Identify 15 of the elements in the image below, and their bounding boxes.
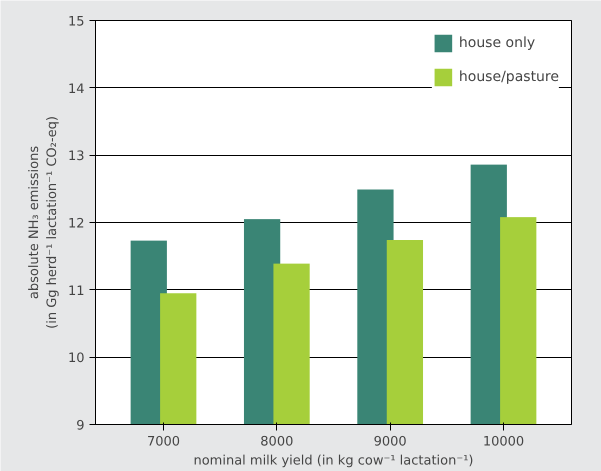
legend-label: house/pasture — [458, 69, 559, 85]
x-tick-label: 10000 — [482, 434, 524, 450]
y-tick-label: 11 — [68, 284, 85, 299]
y-tick-label: 9 — [76, 418, 85, 434]
y-tick-label: 12 — [68, 216, 85, 232]
x-tick-label: 9000 — [374, 434, 407, 450]
x-tick-label: 7000 — [146, 434, 180, 450]
x-tick-label: 8000 — [260, 434, 294, 450]
legend-label: house only — [458, 35, 536, 51]
y-tick-label: 13 — [68, 149, 85, 164]
y-tick-label: 10 — [68, 351, 85, 366]
y-axis-title: absolute NH₃ emissions (in Gg herd⁻¹ lactation⁻¹ CO₂-eq) — [26, 116, 60, 329]
y-tick-label: 14 — [68, 82, 85, 97]
x-axis-title: nominal milk yield (in kg cow⁻¹ lactation⁻¹) — [193, 454, 474, 468]
y-tick-label: 15 — [68, 14, 85, 30]
